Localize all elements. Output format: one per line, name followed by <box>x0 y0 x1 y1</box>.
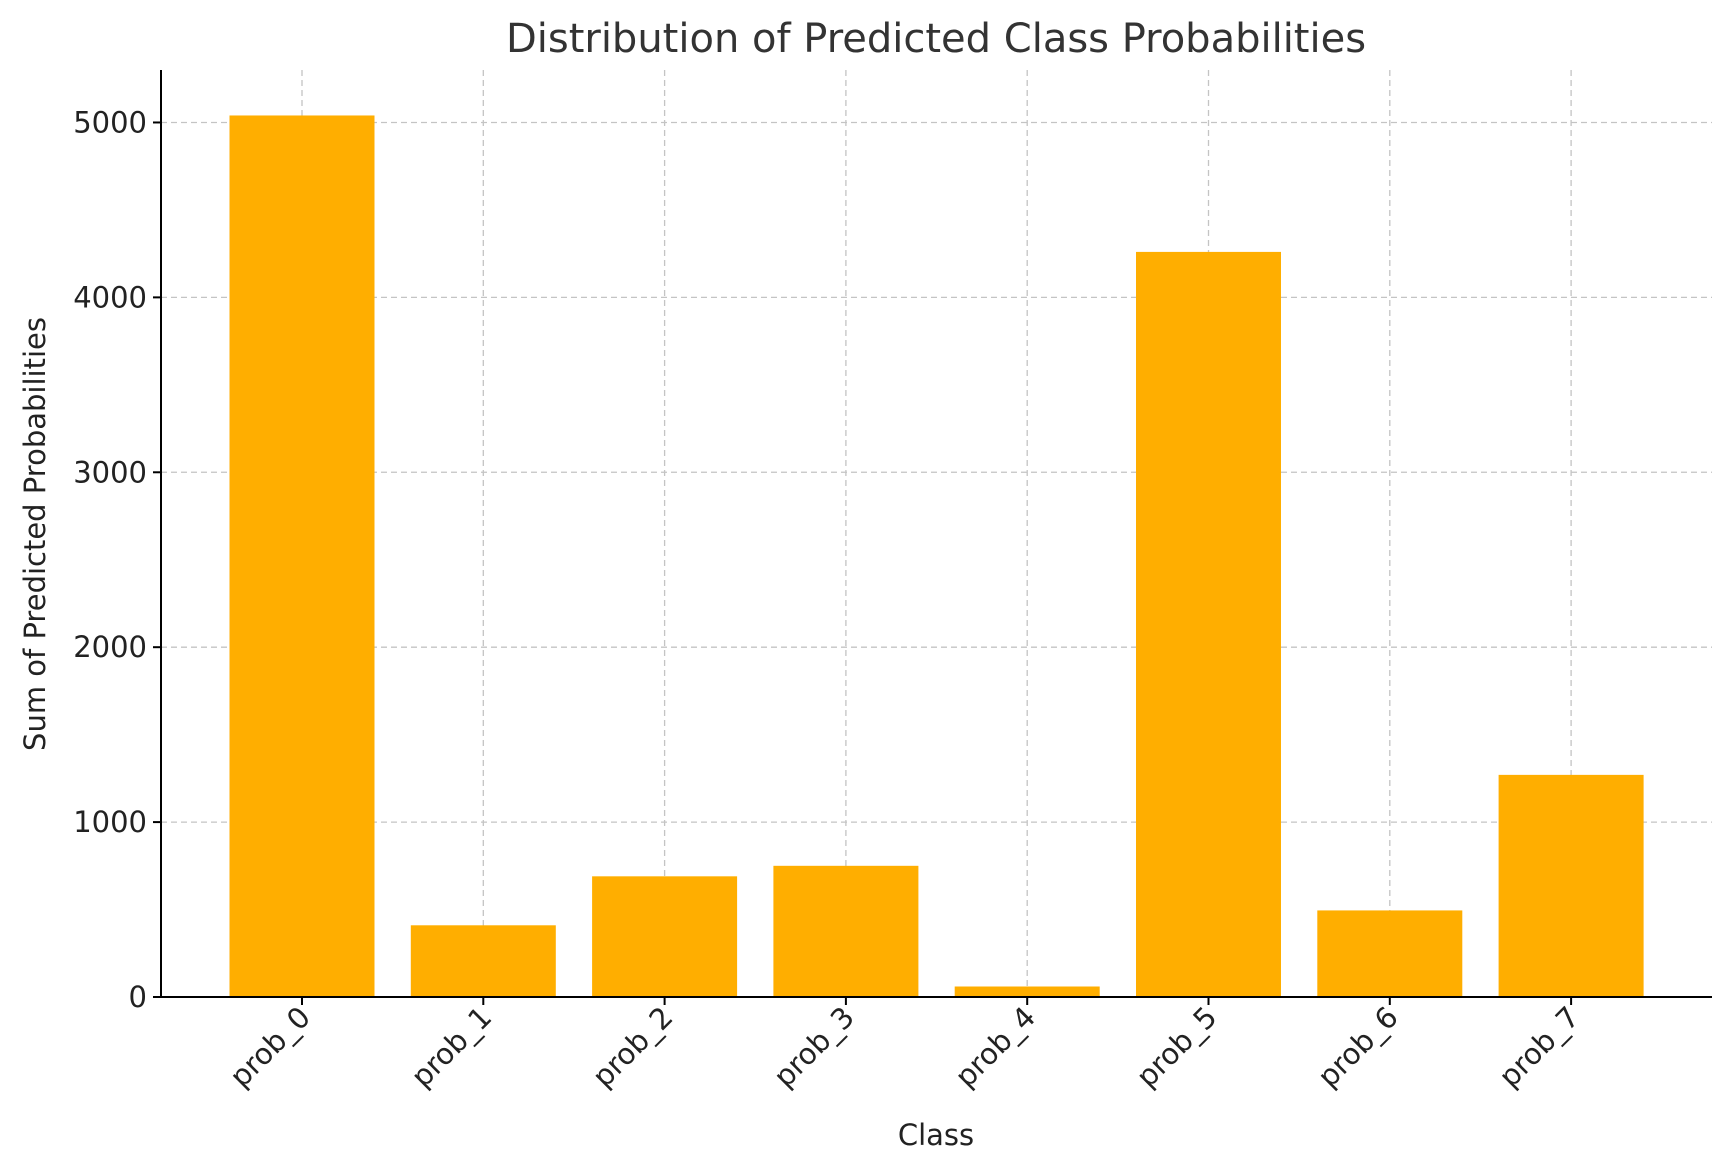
y-tick-label: 0 <box>129 980 147 1014</box>
x-tick-label: prob_0 <box>223 1000 317 1094</box>
bar-prob_3 <box>773 865 919 997</box>
bar-prob_4 <box>954 986 1100 997</box>
x-axis-label: Class <box>898 1118 974 1152</box>
bars <box>229 115 1644 998</box>
bar-prob_1 <box>410 925 556 997</box>
grid <box>161 70 1712 998</box>
x-tick-label: prob_4 <box>948 1000 1042 1094</box>
bar-prob_6 <box>1317 910 1463 997</box>
x-tick-label: prob_7 <box>1492 1000 1586 1094</box>
x-tick-label: prob_3 <box>767 1000 861 1094</box>
y-axis-label: Sum of Predicted Probabilities <box>18 317 52 751</box>
chart-title: Distribution of Predicted Class Probabil… <box>506 16 1366 62</box>
bar-prob_5 <box>1136 251 1281 998</box>
bar-prob_0 <box>229 115 375 998</box>
bar-prob_2 <box>592 876 738 997</box>
x-tick-label: prob_6 <box>1311 1000 1405 1094</box>
x-tick-label: prob_2 <box>586 1000 680 1094</box>
y-tick-label: 4000 <box>73 280 147 314</box>
y-tick-label: 1000 <box>73 805 147 839</box>
y-tick-label: 5000 <box>73 105 147 139</box>
y-tick-label: 2000 <box>73 630 147 664</box>
bar-prob_7 <box>1498 774 1644 997</box>
x-tick-label: prob_5 <box>1130 1000 1224 1094</box>
x-tick-label: prob_1 <box>404 1000 498 1094</box>
y-tick-label: 3000 <box>73 455 147 489</box>
